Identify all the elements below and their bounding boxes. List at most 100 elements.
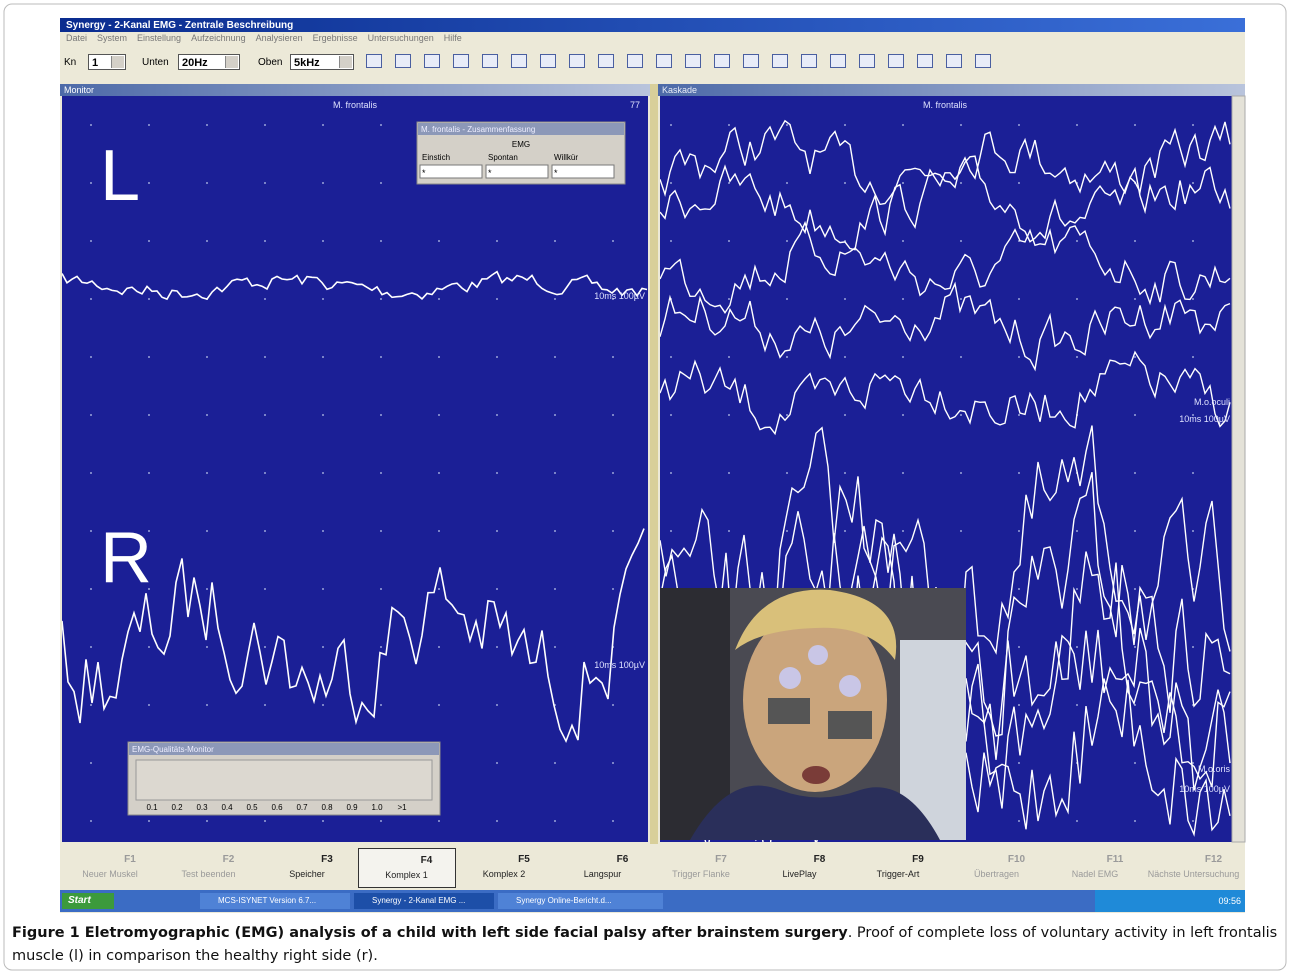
quality-title: EMG-Qualitäts-Monitor xyxy=(132,745,214,754)
high-filter-select[interactable]: 5kHz xyxy=(290,54,354,70)
popup-dropdown[interactable] xyxy=(551,164,615,179)
menu-bar: Datei System Einstellung Aufzeichnung Analys… xyxy=(66,33,462,46)
task-button[interactable]: Synergy Online-Bericht.d... xyxy=(498,893,663,909)
toolbar-button[interactable] xyxy=(888,54,904,68)
emg-trace xyxy=(62,270,648,301)
toolbar-button[interactable] xyxy=(540,54,556,68)
function-key[interactable]: F6 Langspur xyxy=(555,848,651,886)
function-key[interactable]: F1 Neuer Muskel xyxy=(62,848,158,886)
toolbar-button[interactable] xyxy=(685,54,701,68)
toolbar-button[interactable] xyxy=(859,54,875,68)
function-key[interactable]: F7 Trigger Flanke xyxy=(653,848,749,886)
function-key[interactable]: F2 Test beenden xyxy=(161,848,257,886)
function-key[interactable]: F8 LivePlay xyxy=(752,848,848,886)
toolbar-button[interactable] xyxy=(743,54,759,68)
caption-title: Figure 1 Eletromyographic (EMG) analysis… xyxy=(12,925,848,941)
function-key-code: F10 xyxy=(1007,854,1026,865)
popup-title: M. frontalis - Zusammenfassung xyxy=(421,125,535,134)
scale-label: 10ms 100µV xyxy=(1179,414,1230,424)
menu-item[interactable]: Hilfe xyxy=(443,33,462,43)
toolbar-button[interactable] xyxy=(598,54,614,68)
function-key-label: Langspur xyxy=(583,869,622,879)
scrollbar[interactable] xyxy=(1231,95,1246,843)
emg-trace xyxy=(660,155,1231,251)
quality-scale-label: 0.3 xyxy=(196,803,208,812)
emg-trace xyxy=(660,220,1231,314)
toolbar-button[interactable] xyxy=(366,54,382,68)
function-key[interactable]: F4 Komplex 1 xyxy=(357,848,456,888)
function-key-label: Trigger Flanke xyxy=(672,869,730,879)
quality-meter xyxy=(135,759,433,801)
popup-dropdown[interactable] xyxy=(419,164,483,179)
function-key-label: Nächste Untersuchung xyxy=(1147,869,1240,879)
function-key-label: Komplex 1 xyxy=(385,870,428,880)
function-key-code: F3 xyxy=(321,854,333,865)
toolbar-button[interactable] xyxy=(453,54,469,68)
function-key[interactable]: F11 Nadel EMG xyxy=(1047,848,1143,886)
function-key-code: F1 xyxy=(124,854,136,865)
emg-trace xyxy=(62,528,645,744)
caption-text: . Proof of complete loss of voluntary ac… xyxy=(12,925,1278,964)
quality-scale-label: 0.4 xyxy=(221,803,233,812)
function-key-code: F5 xyxy=(518,854,530,865)
function-key[interactable]: F10 Übertragen xyxy=(949,848,1045,886)
muscle-label: M.o.oculi xyxy=(1194,397,1230,407)
side-label: L xyxy=(100,136,140,216)
left-traces xyxy=(62,270,648,744)
toolbar-button[interactable] xyxy=(801,54,817,68)
toolbar-button[interactable] xyxy=(975,54,991,68)
function-key-code: F12 xyxy=(1204,854,1223,865)
task-list: MCS-ISYNET Version 6.7... Synergy - 2-Kan… xyxy=(200,893,663,909)
popup-column: Spontan xyxy=(488,153,518,162)
quality-title-bar xyxy=(129,743,439,755)
toolbar-button[interactable] xyxy=(656,54,672,68)
toolbar-button[interactable] xyxy=(627,54,643,68)
start-button[interactable]: Start xyxy=(62,893,114,909)
function-key[interactable]: F3 Speicher xyxy=(259,848,355,886)
quality-scale-label: 0.8 xyxy=(321,803,333,812)
function-key-code: F6 xyxy=(616,854,629,865)
toolbar-button[interactable] xyxy=(482,54,498,68)
popup-dropdown[interactable] xyxy=(485,164,549,179)
task-button[interactable]: MCS-ISYNET Version 6.7... xyxy=(200,893,350,909)
menu-item[interactable]: Datei xyxy=(66,33,88,43)
toolbar-button[interactable] xyxy=(714,54,730,68)
quality-scale-label: 0.1 xyxy=(146,803,158,812)
toolbar-button[interactable] xyxy=(424,54,440,68)
function-key-code: F11 xyxy=(1106,854,1124,865)
toolbar-label: Unten xyxy=(142,57,169,68)
function-key-label: Neuer Muskel xyxy=(82,869,138,879)
function-key-code: F4 xyxy=(420,855,433,866)
function-key[interactable]: F9 Trigger-Art xyxy=(850,848,946,886)
popup-value: * xyxy=(554,168,558,178)
scale-label: 10ms 100µV xyxy=(594,291,645,301)
popup-value: * xyxy=(422,168,426,178)
menu-item[interactable]: Aufzeichnung xyxy=(191,33,246,43)
function-key[interactable]: F5 Komplex 2 xyxy=(456,848,552,886)
muscle-label: M.o.oris xyxy=(1198,764,1231,774)
function-key-label: Übertragen xyxy=(973,869,1020,879)
title-bar xyxy=(60,18,1245,32)
toolbar-button[interactable] xyxy=(569,54,585,68)
menu-item[interactable]: System xyxy=(97,33,128,43)
toolbar-button[interactable] xyxy=(917,54,933,68)
menu-item[interactable]: Einstellung xyxy=(137,33,182,43)
low-filter-select[interactable]: 20Hz xyxy=(178,54,240,70)
task-button[interactable]: Synergy - 2-Kanal EMG ... xyxy=(354,893,494,909)
toolbar-button[interactable] xyxy=(395,54,411,68)
quality-scale-label: 0.7 xyxy=(296,803,308,812)
function-key-code: F9 xyxy=(912,854,924,865)
window-title: Synergy - 2-Kanal EMG - Zentrale Beschre… xyxy=(66,20,293,31)
function-key-code: F8 xyxy=(813,854,826,865)
toolbar-button[interactable] xyxy=(830,54,846,68)
toolbar-button[interactable] xyxy=(772,54,788,68)
channel-select[interactable]: 1 xyxy=(88,54,126,70)
toolbar-button[interactable] xyxy=(511,54,527,68)
menu-item[interactable]: Analysieren xyxy=(255,33,303,43)
toolbar-button[interactable] xyxy=(946,54,962,68)
menu-item[interactable]: Untersuchungen xyxy=(367,33,434,43)
taskbar: Start MCS-ISYNET Version 6.7... Synergy -… xyxy=(60,890,1245,912)
function-key[interactable]: F12 Nächste Untersuchung xyxy=(1146,848,1242,886)
splitter xyxy=(650,84,658,844)
menu-item[interactable]: Ergebnisse xyxy=(312,33,358,43)
